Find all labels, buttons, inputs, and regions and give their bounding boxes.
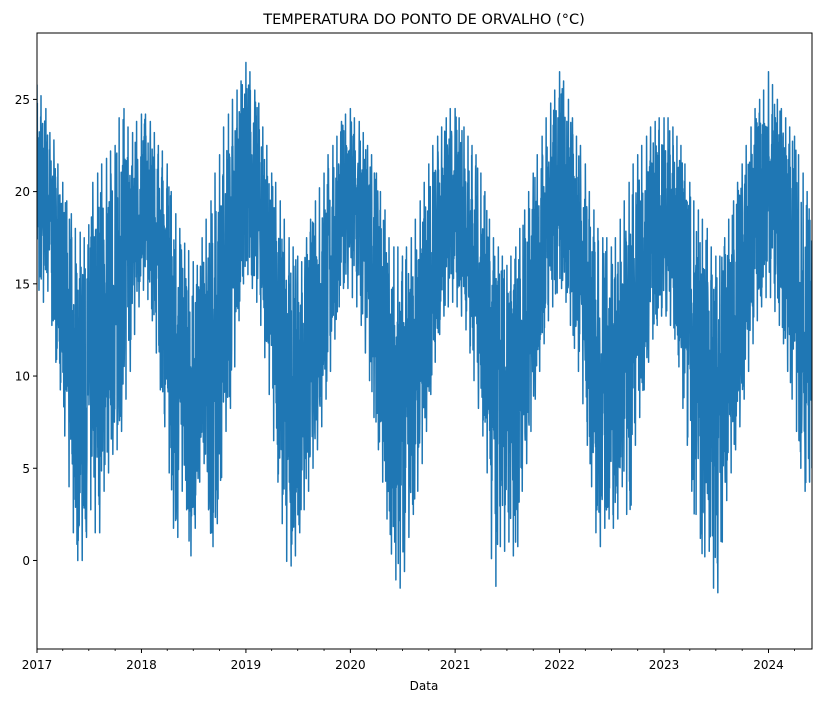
x-tick-label: 2023 [649,658,680,672]
x-tick-label: 2020 [335,658,366,672]
y-tick-label: 10 [15,370,30,384]
y-tick-label: 15 [15,277,30,291]
x-tick-label: 2018 [126,658,157,672]
x-tick-label: 2024 [753,658,784,672]
x-tick-label: 2019 [231,658,262,672]
y-tick-label: 20 [15,185,30,199]
chart-title: TEMPERATURA DO PONTO DE ORVALHO (°C) [262,12,585,28]
plot-frame [36,32,813,650]
x-tick-label: 2022 [544,658,575,672]
x-axis-label: Data [410,679,439,693]
x-tick-label: 2017 [22,658,53,672]
y-tick-label: 5 [22,462,30,476]
x-tick-label: 2021 [440,658,471,672]
series-layer [37,61,812,594]
series-line [37,61,812,594]
y-tick-label: 25 [15,93,30,107]
axes-layer: 0 5 10 15 20 25 2017 2018 2019 2020 2021 2022 2023 20… [15,93,795,672]
y-tick-label: 0 [22,554,30,568]
